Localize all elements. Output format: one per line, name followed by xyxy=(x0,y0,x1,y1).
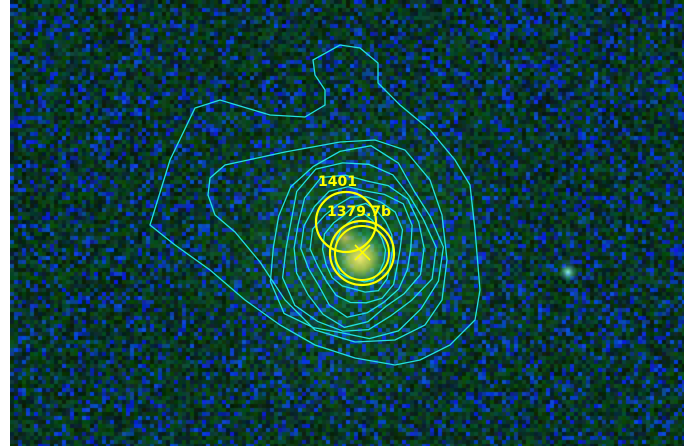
marker-cross xyxy=(354,244,371,261)
annotation-overlay: 1401 1379.7b xyxy=(149,44,481,366)
contour-outer xyxy=(149,44,481,366)
marker-1401 xyxy=(314,190,378,254)
contour-level-7 xyxy=(309,196,404,304)
contour-level-8 xyxy=(321,202,394,293)
contour-2 xyxy=(207,139,448,343)
contour-level-5 xyxy=(293,174,425,329)
marker-1379-7b-outer xyxy=(328,219,396,287)
contour-level-6 xyxy=(300,186,413,318)
contour-level-3 xyxy=(269,145,445,340)
contour-nest xyxy=(269,145,445,340)
label-1401: 1401 xyxy=(318,174,357,190)
label-1379-7b: 1379.7b xyxy=(327,204,391,220)
marker-1379-7b-inner xyxy=(334,225,390,281)
contour-level-4 xyxy=(281,162,437,332)
